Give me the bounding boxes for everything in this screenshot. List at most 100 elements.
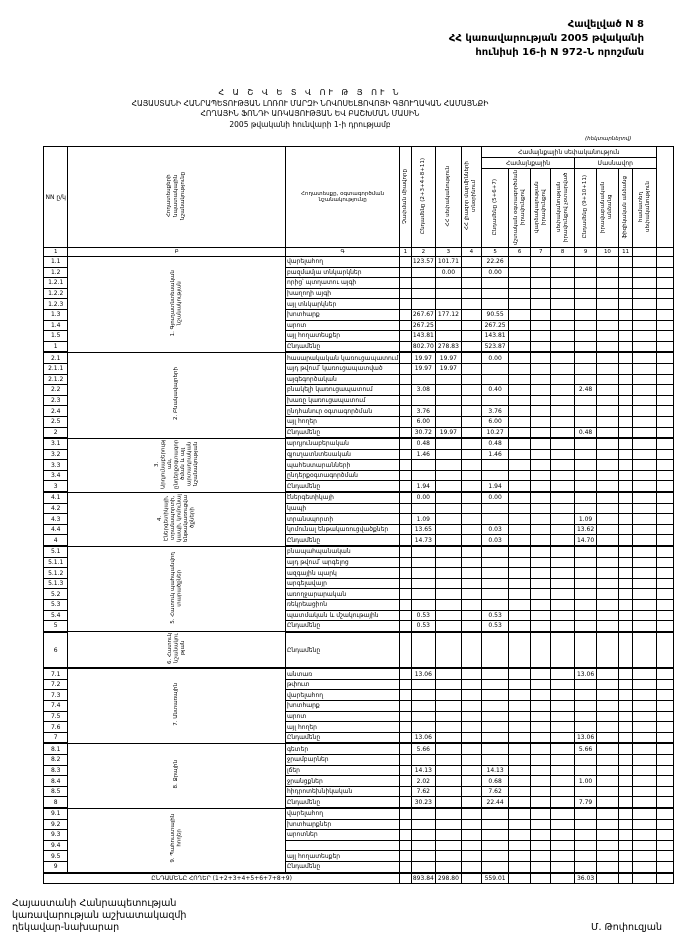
value-cell-col7 <box>550 700 575 712</box>
value-cell-col3 <box>460 731 483 745</box>
row-number: 9.4 <box>42 839 69 852</box>
row-number: 9 <box>42 860 69 874</box>
value-cell-col7 <box>550 667 575 680</box>
value-cell-col6 <box>530 710 552 723</box>
total-value-col3 <box>460 871 483 885</box>
value-cell-col8 <box>573 308 598 321</box>
row-number: 3.4 <box>42 469 69 482</box>
value-cell-col5 <box>508 405 532 417</box>
value-cell-col2: 177.12 <box>435 308 462 321</box>
value-cell-col3 <box>460 785 483 798</box>
value-cell-col5 <box>508 577 532 590</box>
value-cell-col4: 10.27 <box>481 426 510 440</box>
value-cell-col7 <box>550 469 575 482</box>
value-cell-col9 <box>596 405 619 417</box>
value-cell-col2 <box>435 405 462 417</box>
row-name: բազմամյա տնկարկներ <box>284 266 401 279</box>
value-cell-col9 <box>596 775 619 787</box>
header-col8: Ընդամենը (9+10+11) <box>573 168 598 248</box>
value-cell-col4: 0.00 <box>481 351 510 364</box>
total-value-col5 <box>508 871 532 885</box>
value-cell-col9 <box>596 556 619 569</box>
value-cell-col12 <box>655 287 674 300</box>
unit-cell <box>399 415 412 428</box>
value-cell-col7 <box>550 839 575 852</box>
value-cell-col5 <box>508 764 532 777</box>
value-cell-col10 <box>617 266 634 279</box>
value-cell-col5 <box>508 256 532 268</box>
value-cell-col4 <box>481 577 510 590</box>
value-cell-col2 <box>435 609 462 622</box>
value-cell-col2: 278.83 <box>435 340 462 354</box>
unit-cell <box>399 534 412 548</box>
value-cell-col4: 523.87 <box>481 340 510 354</box>
unit-cell <box>399 351 412 364</box>
value-cell-col5 <box>508 513 532 525</box>
value-cell-col8 <box>573 631 598 670</box>
value-cell-col6 <box>530 667 552 680</box>
value-cell-col7 <box>550 721 575 733</box>
value-cell-col6 <box>530 319 552 332</box>
value-cell-col9 <box>596 384 619 396</box>
value-cell-col1 <box>410 818 437 831</box>
value-cell-col11 <box>632 599 657 611</box>
row-number: 2.2 <box>42 384 69 396</box>
value-cell-col2 <box>435 807 462 820</box>
value-cell-col11 <box>632 469 657 482</box>
table-row: 2.2 բնակելի կառուցապատում 3.08 0.40 2.48 <box>42 384 674 396</box>
value-cell-col3 <box>460 426 483 440</box>
value-cell-col8 <box>573 721 598 733</box>
value-cell-col1: 3.08 <box>410 384 437 396</box>
row-name: Ընդամենը <box>284 480 401 494</box>
value-cell-col12 <box>655 807 674 820</box>
section-label: 3. Արդյունաբերության, ընդերքօգտագործման … <box>67 437 286 493</box>
header-blank <box>655 146 674 248</box>
table-row: 1.2 բազմամյա տնկարկներ 0.00 0.00 <box>42 266 674 279</box>
total-value-col7 <box>550 871 575 885</box>
index-row: 1 Բ Գ 1 2 3 4 5 6 7 8 9 10 11 <box>42 247 674 257</box>
value-cell-col5 <box>508 448 532 461</box>
value-cell-col3 <box>460 588 483 600</box>
value-cell-col6 <box>530 513 552 525</box>
value-cell-col4 <box>481 754 510 766</box>
value-cell-col6 <box>530 256 552 268</box>
unit-cell <box>399 556 412 569</box>
unit-cell <box>399 667 412 680</box>
value-cell-col10 <box>617 689 634 702</box>
value-cell-col7 <box>550 807 575 820</box>
value-cell-col8: 13.62 <box>573 523 598 536</box>
value-cell-col2 <box>435 491 462 504</box>
value-cell-col8 <box>573 620 598 633</box>
value-cell-col3 <box>460 545 483 558</box>
value-cell-col2 <box>435 330 462 342</box>
value-cell-col5 <box>508 437 532 450</box>
row-number: 1.2.3 <box>42 298 69 310</box>
value-cell-col8 <box>573 545 598 558</box>
index-cell <box>655 247 674 257</box>
value-cell-col2 <box>435 721 462 733</box>
row-name: արդյունաբերական <box>284 437 401 450</box>
unit-cell <box>399 266 412 279</box>
row-number: 1.2.2 <box>42 287 69 300</box>
value-cell-col2 <box>435 731 462 745</box>
value-cell-col10 <box>617 362 634 375</box>
value-cell-col10 <box>617 807 634 820</box>
unit-cell <box>399 785 412 798</box>
value-cell-col10 <box>617 818 634 831</box>
value-cell-col2 <box>435 384 462 396</box>
unit-cell <box>399 850 412 862</box>
section-label: 1. Գյուղատնտեսական նշանակության <box>67 256 286 353</box>
row-number: 5.4 <box>42 609 69 622</box>
value-cell-col11 <box>632 754 657 766</box>
value-cell-col12 <box>655 731 674 745</box>
row-name <box>284 839 401 852</box>
row-name: հիդրոտեխնիկական <box>284 785 401 798</box>
value-cell-col7 <box>550 415 575 428</box>
value-cell-col12 <box>655 796 674 810</box>
value-cell-col6 <box>530 700 552 712</box>
value-cell-col11 <box>632 731 657 745</box>
value-cell-col6 <box>530 287 552 300</box>
value-cell-col7 <box>550 277 575 289</box>
table-row: 1.5 այլ հողատեսքեր 143.81 143.81 <box>42 330 674 342</box>
row-name: այլ հողատեսքեր <box>284 330 401 342</box>
